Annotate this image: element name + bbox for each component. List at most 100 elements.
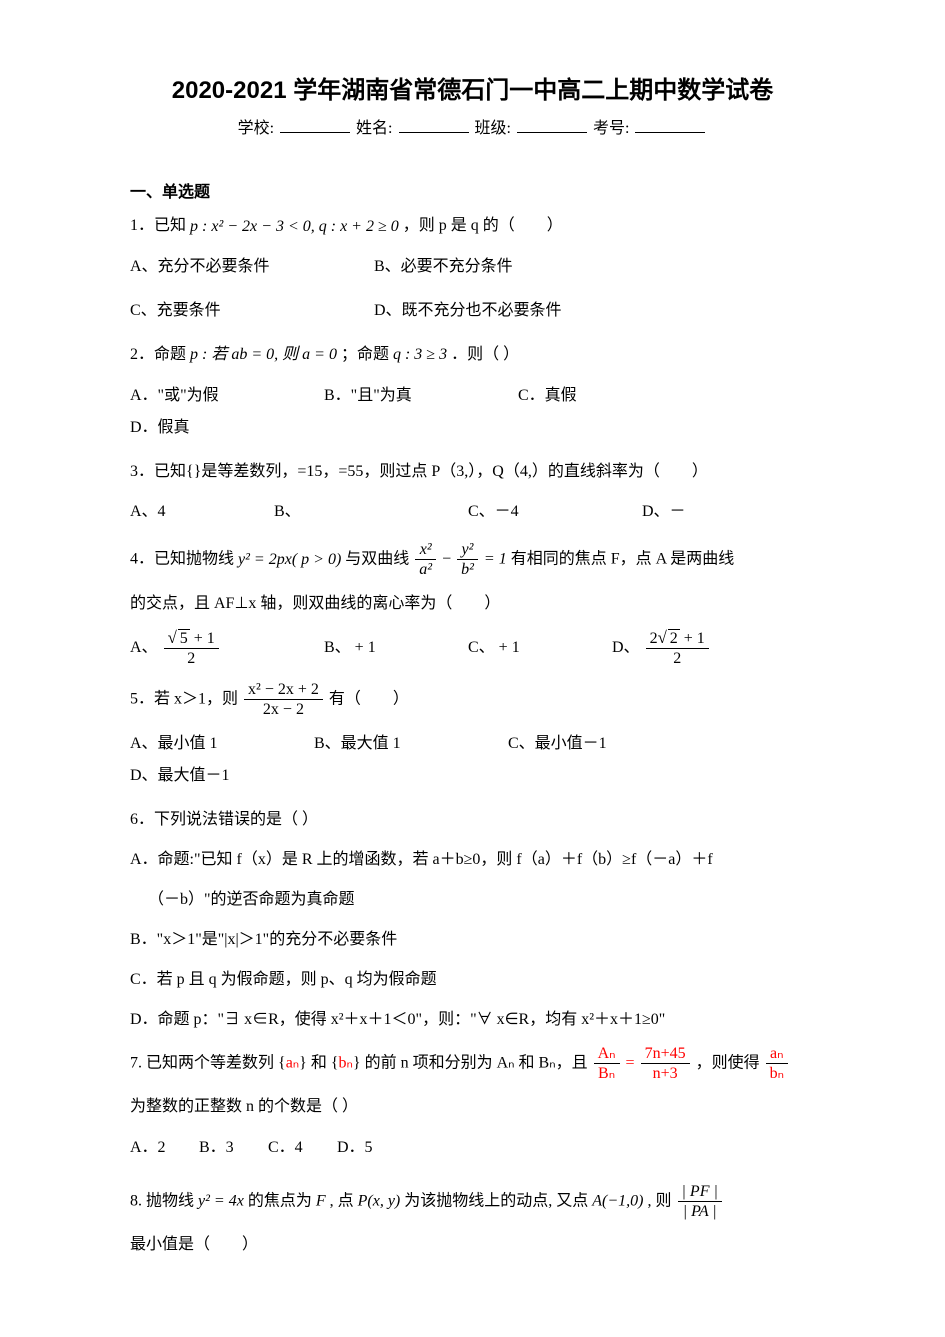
q5-opt-c: C、最小值－1 [508,728,658,760]
school-blank[interactable] [280,113,350,133]
q4-a-pre: A、 [130,638,158,655]
page-title: 2020-2021 学年湖南省常德石门一中高二上期中数学试卷 [130,70,815,105]
q5-opt-d: D、最大值－1 [130,760,230,792]
q8-ratio-num: | PF | [678,1182,722,1202]
q4-stem-pre: 4．已知抛物线 [130,551,238,568]
q8-P: P(x, y) [358,1192,401,1209]
q2-tail: ．则（ ） [451,346,519,363]
q2-p: p : 若 ab = 0, 则 a = 0 [190,346,337,363]
q2-q: q : 3 ≥ 3 [393,346,447,363]
q4-opt-b: B、 + 1 [324,632,414,664]
q7-rfrac: 7n+45 n+3 [641,1044,690,1083]
q4-opt-a: A、 √5 + 1 2 [130,628,270,668]
name-label: 姓名: [356,120,392,137]
q7-lfrac-num: Aₙ [594,1044,620,1064]
class-label: 班级: [475,120,511,137]
q6-opt-c: C．若 p 且 q 为假命题，则 p、q 均为假命题 [130,964,815,996]
q4-mid2: 有相同的焦点 F，点 A 是两曲线 [511,551,735,568]
question-2: 2．命题 p : 若 ab = 0, 则 a = 0 ；命题 q : 3 ≥ 3… [130,339,815,371]
school-label: 学校: [238,120,274,137]
q7-options: A．2 B．3 C．4 D．5 [130,1131,815,1163]
q7-line2: 为整数的正整数 n 的个数是（ ） [130,1091,815,1123]
q4-parabola: y² = 2px( p > 0) [238,544,341,576]
q7-mid2: } 的前 n 项和分别为 Aₙ 和 Bₙ，且 [353,1054,592,1071]
q7-opt-a: A．2 [130,1132,185,1164]
q3-opt-a: A、4 [130,496,220,528]
q4-opt-d: D、 2√2 + 1 2 [612,628,711,668]
q8-ratio-den: | PA | [678,1202,722,1221]
q5-frac: x² − 2x + 2 2x − 2 [244,680,323,719]
examno-blank[interactable] [635,113,705,133]
exam-page: 2020-2021 学年湖南省常德石门一中高二上期中数学试卷 学校: 姓名: 班… [0,0,945,1337]
q2-opt-b: B．"且"为真 [324,380,464,412]
q7-an: aₙ [286,1054,299,1071]
q5-num: x² − 2x + 2 [244,680,323,700]
q7-stem-pre: 7. 已知两个等差数列 { [130,1054,286,1071]
q3-options: A、4 B、 C、－4 D、－ [130,496,815,528]
q7-mid1: } 和 { [299,1054,338,1071]
q4-opt-c: C、 + 1 [468,632,558,664]
q4-hyp-num-r: y² [457,540,478,560]
q1-options-row2: C、充要条件 D、既不充分也不必要条件 [130,295,815,327]
q4-hyp-num-l: x² [415,540,436,560]
q7-rfrac-den: n+3 [641,1064,690,1083]
q4-d-pre: D、 [612,638,640,655]
q1-opt-a: A、充分不必要条件 [130,251,320,283]
q8-mid2: , 点 [330,1192,358,1209]
q7-opt-c: C．4 [268,1132,323,1164]
q4-d-frac: 2√2 + 1 2 [646,628,709,668]
q2-opt-d: D．假真 [130,412,190,444]
name-blank[interactable] [399,113,469,133]
q5-opt-a: A、最小值 1 [130,728,260,760]
q7-bn: bₙ [339,1054,353,1071]
q8-stem-pre: 8. 抛物线 [130,1192,198,1209]
q7-mid3: ，则使得 [696,1054,764,1071]
q8-A: A(−1,0) [592,1192,643,1209]
q4-hyp-den-l: a² [415,560,436,579]
q3-opt-c: C、－4 [468,496,588,528]
q4-a-frac: √5 + 1 2 [164,628,219,668]
q8-mid3: 为该抛物线上的动点, 又点 [404,1192,592,1209]
q5-den: 2x − 2 [244,700,323,719]
question-4: 4．已知抛物线 y² = 2px( p > 0) 与双曲线 x² a² − y²… [130,540,815,579]
q1-expr: p : x² − 2x − 3 < 0, q : x + 2 ≥ 0 [190,211,399,243]
q4-options: A、 √5 + 1 2 B、 + 1 C、 + 1 D、 2√2 + 1 2 [130,628,815,668]
q2-opt-c: C．真假 [518,380,658,412]
q4-d-den: 2 [646,649,709,668]
question-8: 8. 抛物线 y² = 4x 的焦点为 F , 点 P(x, y) 为该抛物线上… [130,1182,815,1221]
q7-rfrac-num: 7n+45 [641,1044,690,1064]
q4-a-num: √5 + 1 [164,628,219,649]
q3-opt-d: D、－ [642,496,686,528]
question-1: 1．已知 p : x² − 2x − 3 < 0, q : x + 2 ≥ 0 … [130,210,815,242]
q1-options-row1: A、充分不必要条件 B、必要不充分条件 [130,251,815,283]
question-7: 7. 已知两个等差数列 {aₙ} 和 {bₙ} 的前 n 项和分别为 Aₙ 和 … [130,1044,815,1083]
q6-opt-a-l1: A．命题:"已知 f（x）是 R 上的增函数，若 a＋b≥0，则 f（a）＋f（… [130,844,815,876]
q8-mid4: , 则 [648,1192,676,1209]
q4-hyp-right: y² b² [457,540,478,579]
q7-lfrac: Aₙ Bₙ [594,1044,620,1083]
q8-ratio: | PF | | PA | [678,1182,722,1221]
question-6: 6．下列说法错误的是（ ） [130,804,815,836]
q7-r2-den: bₙ [766,1064,788,1083]
q3-opt-b: B、 [274,496,414,528]
class-blank[interactable] [517,113,587,133]
examno-label: 考号: [593,120,629,137]
q7-lfrac-den: Bₙ [594,1064,620,1083]
q6-opt-b: B．"x＞1"是"|x|＞1"的充分不必要条件 [130,924,815,956]
q2-between: ；命题 [341,346,393,363]
q6-opt-a-l2: （－b）"的逆否命题为真命题 [130,884,815,916]
q1-stem-pre: 1．已知 [130,217,190,234]
q7-opt-b: B．3 [199,1132,254,1164]
question-3: 3．已知{}是等差数列，=15，=55，则过点 P（3,），Q（4,）的直线斜率… [130,456,815,488]
q1-stem-post: ，则 p 是 q 的（ ） [403,217,563,234]
q7-r2-num: aₙ [766,1044,788,1064]
q8-mid1: 的焦点为 [248,1192,316,1209]
q2-stem-pre: 2．命题 [130,346,190,363]
q5-stem-post: 有（ ） [329,690,409,707]
q2-options: A．"或"为假 B．"且"为真 C．真假 D．假真 [130,379,815,444]
q7-eq: = [626,1054,635,1071]
q2-opt-a: A．"或"为假 [130,380,270,412]
q8-line2: 最小值是（ ） [130,1229,815,1261]
q4-hyp-eq: = 1 [484,551,507,568]
q5-options: A、最小值 1 B、最大值 1 C、最小值－1 D、最大值－1 [130,727,815,792]
